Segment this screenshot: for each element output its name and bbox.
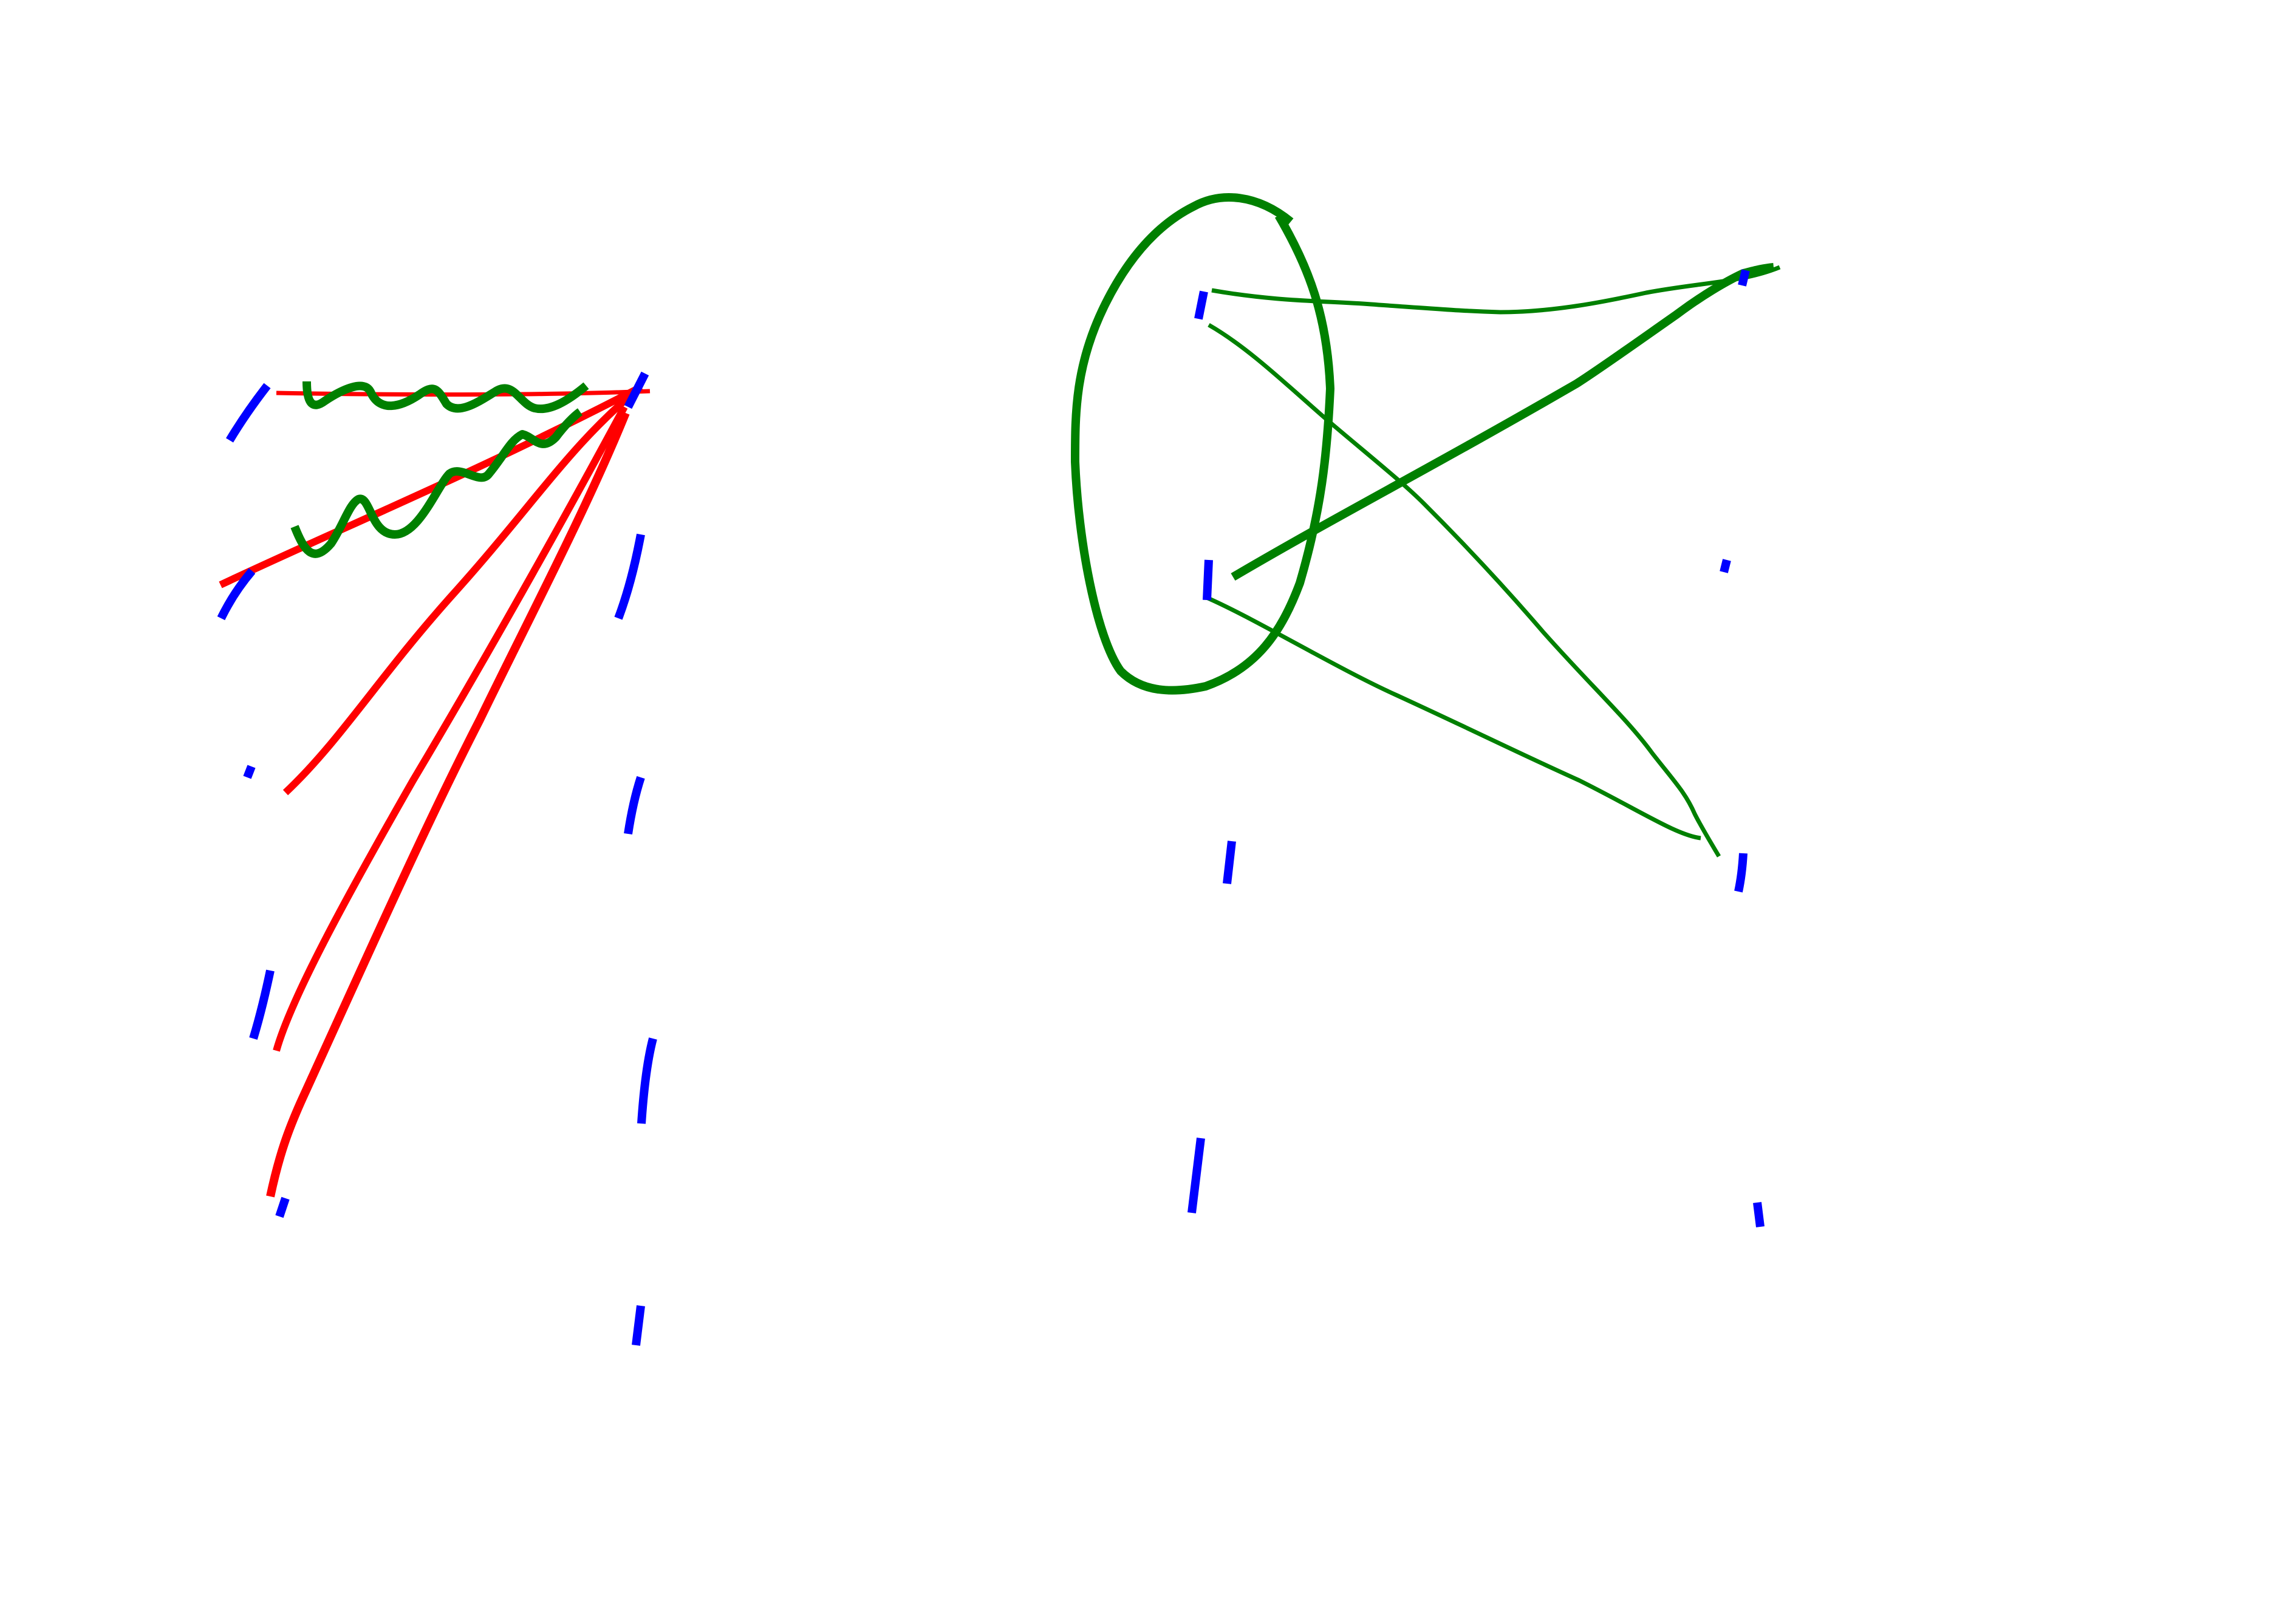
node-a2 (217, 568, 256, 621)
node-d2 (1720, 559, 1731, 573)
loop-line (1071, 193, 1334, 695)
node-b3 (624, 776, 645, 835)
node-a5 (275, 1196, 290, 1218)
node-c3 (1223, 841, 1236, 884)
gluon-line-1 (302, 381, 589, 414)
fermion-line-5 (266, 411, 630, 1198)
gluon-line-5 (1208, 322, 1721, 858)
node-a1 (225, 383, 271, 443)
left-diagram (217, 371, 657, 1346)
fermion-line-1 (276, 389, 651, 397)
right-diagram (1071, 193, 1781, 1227)
node-c4 (1187, 1138, 1205, 1213)
node-c1 (1194, 290, 1208, 320)
node-d3 (1734, 853, 1748, 893)
node-d1 (1738, 269, 1750, 287)
right-nodes (1187, 269, 1765, 1227)
node-a3 (243, 765, 256, 779)
fermion-line-4 (273, 405, 628, 1052)
gluon-line-3 (1211, 265, 1781, 315)
node-d4 (1753, 1202, 1765, 1227)
gluon-line-2 (290, 408, 583, 558)
node-a4 (249, 969, 275, 1040)
node-b5 (632, 1305, 645, 1346)
gluon-edges-left (290, 381, 589, 558)
node-b1 (624, 371, 649, 409)
fermion-line-3 (282, 384, 643, 796)
node-b2 (614, 533, 645, 620)
node-b4 (637, 1037, 657, 1124)
left-nodes (217, 371, 657, 1346)
node-c2 (1203, 559, 1213, 601)
gluon-line-6 (1203, 594, 1701, 841)
fermion-edges (219, 384, 651, 1198)
